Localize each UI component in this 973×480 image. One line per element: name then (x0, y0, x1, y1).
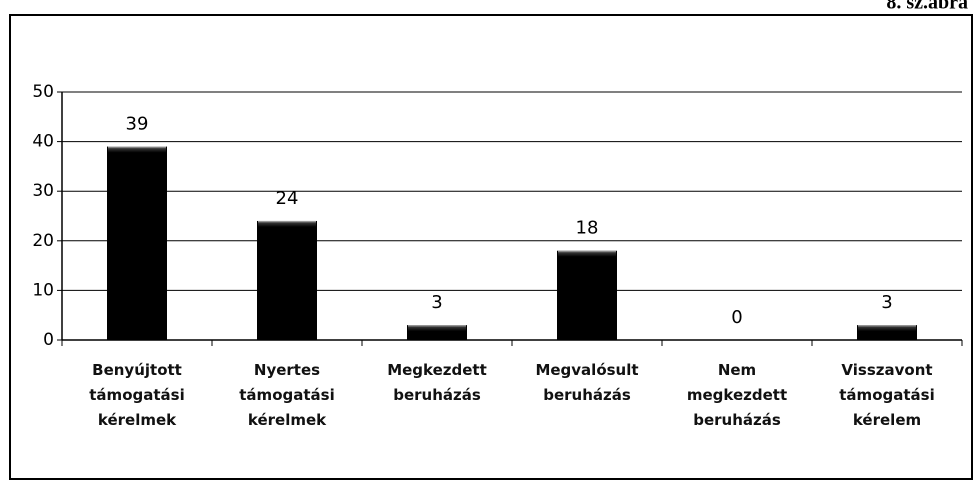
y-tick-label: 30 (32, 181, 54, 201)
bar (107, 146, 167, 340)
bar-highlight (408, 325, 466, 332)
data-label: 0 (731, 307, 742, 328)
y-tick-label: 0 (43, 330, 54, 350)
y-tick-label: 50 (32, 82, 54, 102)
x-tick-label: Benyújtott támogatási kérelmek (89, 361, 184, 429)
bar-highlight (558, 250, 616, 257)
x-tick-label: Megkezdett beruházás (387, 361, 487, 404)
x-tick-label: Nem megkezdett beruházás (687, 361, 787, 429)
bar-highlight (108, 146, 166, 153)
bar-highlight (858, 325, 916, 332)
data-label: 3 (431, 292, 442, 313)
bar-highlight (258, 220, 316, 227)
y-tick-label: 10 (32, 280, 54, 300)
bar (257, 220, 317, 340)
x-tick-label: Megvalósult beruházás (535, 361, 638, 404)
frame (9, 14, 973, 480)
y-tick-label: 20 (32, 231, 54, 251)
data-label: 24 (276, 188, 299, 209)
data-label: 18 (576, 218, 599, 239)
data-label: 39 (126, 114, 149, 135)
x-tick-label: Nyertes támogatási kérelmek (239, 361, 334, 429)
figure-label: 8. sz.ábra (886, 0, 968, 14)
y-tick-label: 40 (32, 132, 54, 152)
bar (557, 250, 617, 340)
data-label: 3 (881, 292, 892, 313)
x-tick-label: Visszavont támogatási kérelem (839, 361, 934, 429)
